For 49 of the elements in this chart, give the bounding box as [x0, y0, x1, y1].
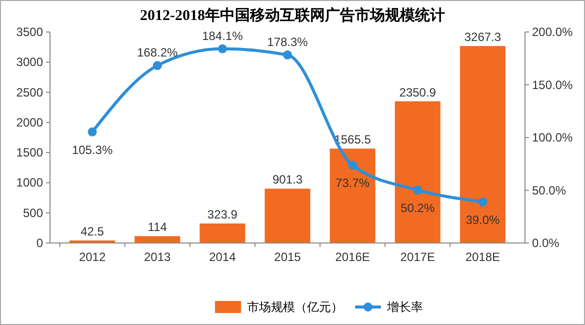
legend-label: 市场规模（亿元） — [247, 300, 343, 314]
y2-tick-label: 150.0% — [532, 78, 574, 92]
x-tick-label: 2016E — [335, 250, 370, 264]
y2-tick-label: 0.0% — [532, 236, 560, 250]
point — [413, 186, 422, 195]
data-label: 105.3% — [72, 142, 113, 157]
y-tick-label: 3500 — [16, 25, 44, 39]
data-label: 184.1% — [202, 28, 244, 43]
legend-label: 增长率 — [386, 300, 423, 314]
point — [152, 61, 162, 70]
point — [218, 44, 227, 54]
x-tick-label: 2012 — [78, 250, 106, 264]
data-label: 114 — [148, 220, 168, 234]
y-tick-label: 1000 — [16, 176, 44, 190]
bar — [394, 101, 440, 243]
data-label: 39.0% — [466, 212, 500, 227]
chart-title: 2012-2018年中国移动互联网广告市场规模统计 — [140, 6, 445, 24]
point — [348, 160, 358, 170]
bar — [460, 46, 506, 243]
data-label: 323.9 — [207, 207, 238, 222]
bar — [330, 148, 376, 243]
y2-tick-label: 200.0% — [532, 25, 574, 39]
x-tick-label: 2015 — [274, 250, 302, 264]
y2-tick-label: 50.0% — [532, 183, 566, 198]
point — [283, 50, 292, 60]
y-tick-label: 3000 — [16, 55, 44, 70]
y-tick-label: 500 — [22, 206, 44, 220]
bar — [134, 236, 180, 243]
data-label: 901.3 — [272, 172, 303, 187]
x-tick-label: 2013 — [144, 250, 172, 264]
y-tick-label: 0 — [36, 236, 44, 250]
x-tick-label: 2014 — [209, 250, 236, 264]
data-label: 73.7% — [336, 176, 370, 190]
data-label: 178.3% — [267, 34, 308, 49]
point — [478, 197, 488, 206]
y-tick-label: 2500 — [16, 85, 44, 100]
point — [88, 127, 97, 136]
x-tick-label: 2017E — [400, 250, 435, 264]
data-label: 3267.3 — [464, 30, 502, 44]
data-label: 2350.9 — [399, 85, 436, 100]
data-label: 50.2% — [400, 201, 435, 216]
data-label: 42.5 — [80, 224, 104, 238]
y-tick-label: 1500 — [16, 146, 44, 160]
y-tick-label: 2000 — [16, 115, 44, 130]
x-tick-label: 2018E — [465, 250, 500, 264]
y2-tick-label: 100.0% — [532, 130, 574, 144]
data-label: 168.2% — [137, 46, 178, 60]
bar — [264, 188, 310, 243]
bar — [200, 223, 246, 243]
